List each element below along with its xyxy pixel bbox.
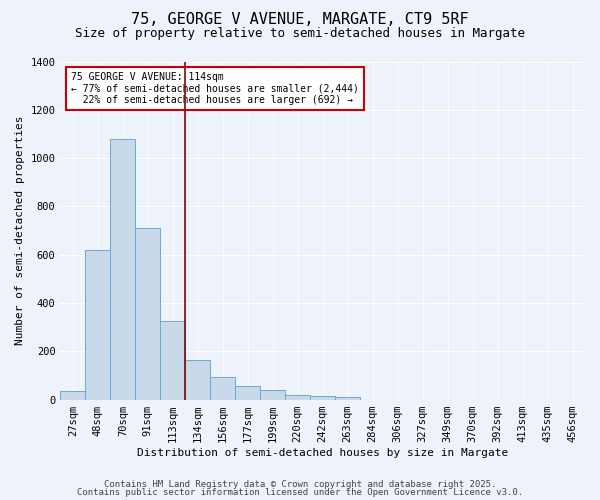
Bar (285, 395, 310, 400)
Bar (85, 250, 110, 400)
Bar (136, 228, 160, 400)
Bar (185, 360, 210, 400)
X-axis label: Distribution of semi-detached houses by size in Margate: Distribution of semi-detached houses by … (137, 448, 508, 458)
Bar (110, 139, 136, 400)
Bar (210, 376, 235, 400)
Bar (61, 390, 85, 400)
Bar (310, 396, 335, 400)
Bar (335, 396, 360, 400)
Y-axis label: Number of semi-detached properties: Number of semi-detached properties (15, 116, 25, 346)
Text: 75 GEORGE V AVENUE: 114sqm
← 77% of semi-detached houses are smaller (2,444)
  2: 75 GEORGE V AVENUE: 114sqm ← 77% of semi… (71, 72, 359, 105)
Text: Size of property relative to semi-detached houses in Margate: Size of property relative to semi-detach… (75, 28, 525, 40)
Text: Contains public sector information licensed under the Open Government Licence v3: Contains public sector information licen… (77, 488, 523, 497)
Text: 75, GEORGE V AVENUE, MARGATE, CT9 5RF: 75, GEORGE V AVENUE, MARGATE, CT9 5RF (131, 12, 469, 28)
Text: Contains HM Land Registry data © Crown copyright and database right 2025.: Contains HM Land Registry data © Crown c… (104, 480, 496, 489)
Bar (160, 321, 185, 400)
Bar (235, 386, 260, 400)
Bar (260, 390, 285, 400)
